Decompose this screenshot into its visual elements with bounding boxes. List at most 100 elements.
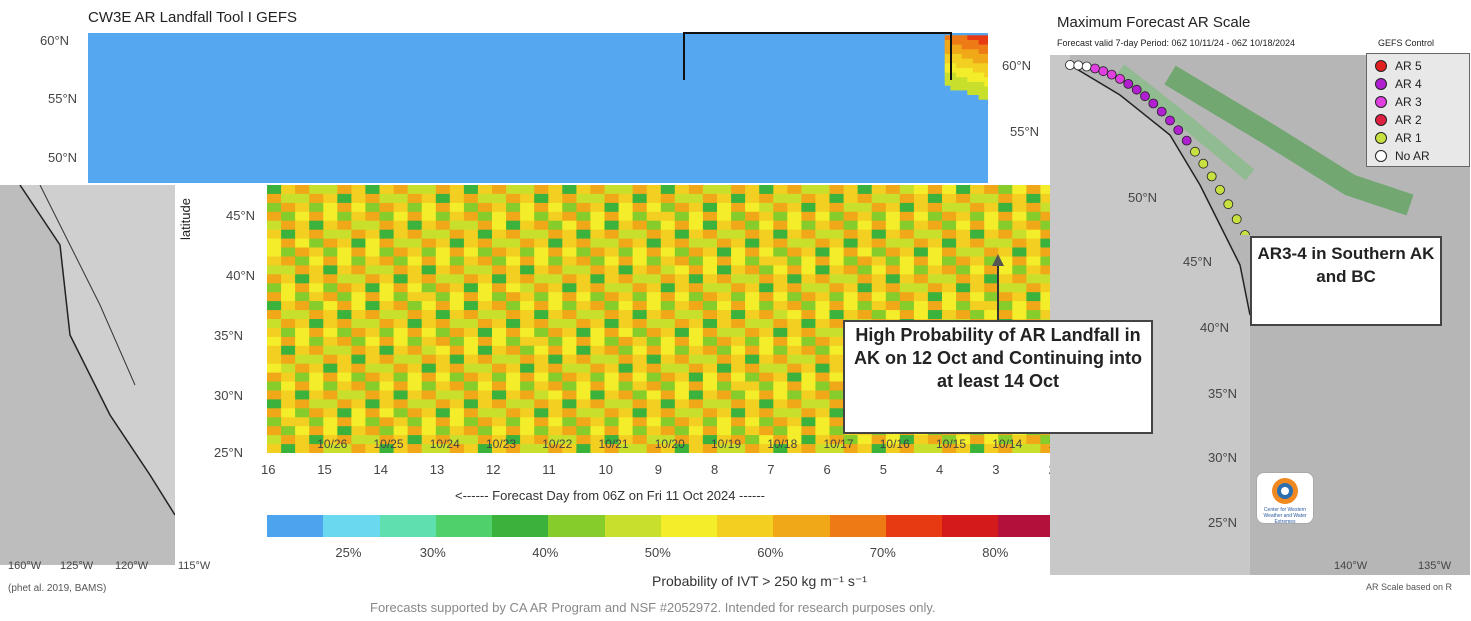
heatmap-cell (393, 310, 409, 320)
heatmap-cell (379, 435, 395, 445)
heatmap-cell (449, 193, 465, 204)
heatmap-cell (829, 301, 845, 311)
heatmap-cell (927, 444, 943, 453)
heatmap-cell (295, 372, 310, 383)
latitude-plot-cell (950, 58, 957, 68)
heatmap-cell (688, 399, 704, 409)
heatmap-cell (407, 310, 423, 320)
heatmap-cell (731, 310, 746, 320)
heatmap-cell (309, 327, 324, 338)
right-footnote: AR Scale based on R (1366, 582, 1453, 592)
heatmap-cell (801, 301, 817, 311)
heatmap-cell (337, 399, 352, 409)
heatmap-cell (351, 354, 367, 365)
heatmap-cell (787, 185, 802, 195)
heatmap-cell (801, 202, 817, 213)
heatmap-cell (1026, 202, 1042, 213)
heatmap-cell (323, 274, 338, 284)
heatmap-cell (351, 301, 367, 311)
heatmap-cell (660, 363, 676, 374)
heatmap-cell (632, 408, 648, 418)
heatmap-cell (463, 185, 479, 195)
right-subtitle: Forecast valid 7-day Period: 06Z 10/11/2… (1057, 38, 1295, 48)
heatmap-cell (435, 417, 451, 427)
heatmap-cell (323, 265, 338, 275)
heatmap-cell (660, 301, 676, 311)
heatmap-cell (899, 265, 915, 275)
heatmap-cell (646, 435, 662, 445)
heatmap-cell (590, 381, 606, 391)
heatmap-cell (885, 185, 901, 195)
heatmap-cell (688, 327, 704, 338)
latitude-plot-cell (972, 49, 980, 58)
heatmap-cell (295, 229, 310, 240)
heatmap-cell (337, 319, 352, 329)
heatmap-cell (815, 193, 831, 204)
heatmap-cell (632, 283, 648, 293)
heatmap-cell (323, 301, 338, 311)
heatmap-cell (492, 265, 507, 275)
latitude-plot-cell (967, 81, 974, 91)
heatmap-cell (365, 274, 381, 284)
heatmap-cell (1040, 256, 1056, 266)
heatmap-cell (576, 238, 592, 249)
heatmap-cell (632, 381, 648, 391)
heatmap-cell (927, 193, 943, 204)
heatmap-cell (590, 372, 606, 383)
latitude-plot-cell (972, 81, 980, 91)
heatmap-cell (323, 310, 338, 320)
latitude-plot-cell (967, 49, 974, 58)
latitude-plot-cell (961, 49, 969, 58)
heatmap-cell (815, 336, 831, 347)
heatmap-cell (759, 265, 774, 275)
heatmap-cell (492, 372, 507, 383)
heatmap-cell (956, 193, 971, 204)
heatmap-cell (717, 426, 732, 436)
heatmap-cell (674, 202, 690, 213)
heatmap-cell (829, 238, 845, 249)
heatmap-cell (492, 390, 507, 400)
heatmap-cell (393, 220, 409, 231)
heatmap-cell (323, 372, 338, 383)
latitude-plot-cell (984, 58, 988, 68)
latitude-plot-cell (944, 44, 952, 54)
heatmap-cell (956, 274, 971, 284)
heatmap-cell (674, 345, 690, 356)
heatmap-cell (477, 247, 493, 257)
heatmap-cell (674, 256, 690, 266)
heatmap-cell (365, 185, 381, 195)
heatmap-cell (1026, 292, 1042, 302)
heatmap-cell (477, 310, 493, 320)
heatmap-cell (379, 408, 395, 418)
heatmap-cell (463, 238, 479, 249)
heatmap-cell (520, 390, 535, 400)
heatmap-cell (913, 283, 929, 293)
heatmap-cell (548, 193, 563, 204)
heatmap-cell (618, 390, 634, 400)
heatmap-cell (421, 399, 437, 409)
heatmap-cell (393, 372, 409, 383)
heatmap-cell (984, 283, 999, 293)
heatmap-cell (815, 444, 831, 453)
heatmap-cell (731, 417, 746, 427)
heatmap-cell (632, 247, 648, 257)
heatmap-cell (421, 283, 437, 293)
colorbar-segment (660, 515, 718, 537)
heatmap-cell (337, 229, 352, 240)
lat-label-60: 60°N (40, 33, 70, 48)
heatmap-cell (843, 238, 859, 249)
forecast-day-tick: 9 (654, 462, 662, 477)
heatmap-cell (871, 193, 887, 204)
heatmap-cell (576, 301, 592, 311)
heatmap-cell (646, 390, 662, 400)
heatmap-cell (801, 417, 817, 427)
colorbar-segment (379, 515, 437, 537)
latitude-plot-cell (967, 35, 974, 44)
heatmap-cell (632, 265, 648, 275)
callout-arrow (992, 254, 1004, 320)
heatmap-cell (829, 229, 845, 240)
heatmap-cell (956, 435, 971, 445)
heatmap-cell (309, 265, 324, 275)
heatmap-cell (632, 363, 648, 374)
heatmap-cell (534, 363, 549, 374)
